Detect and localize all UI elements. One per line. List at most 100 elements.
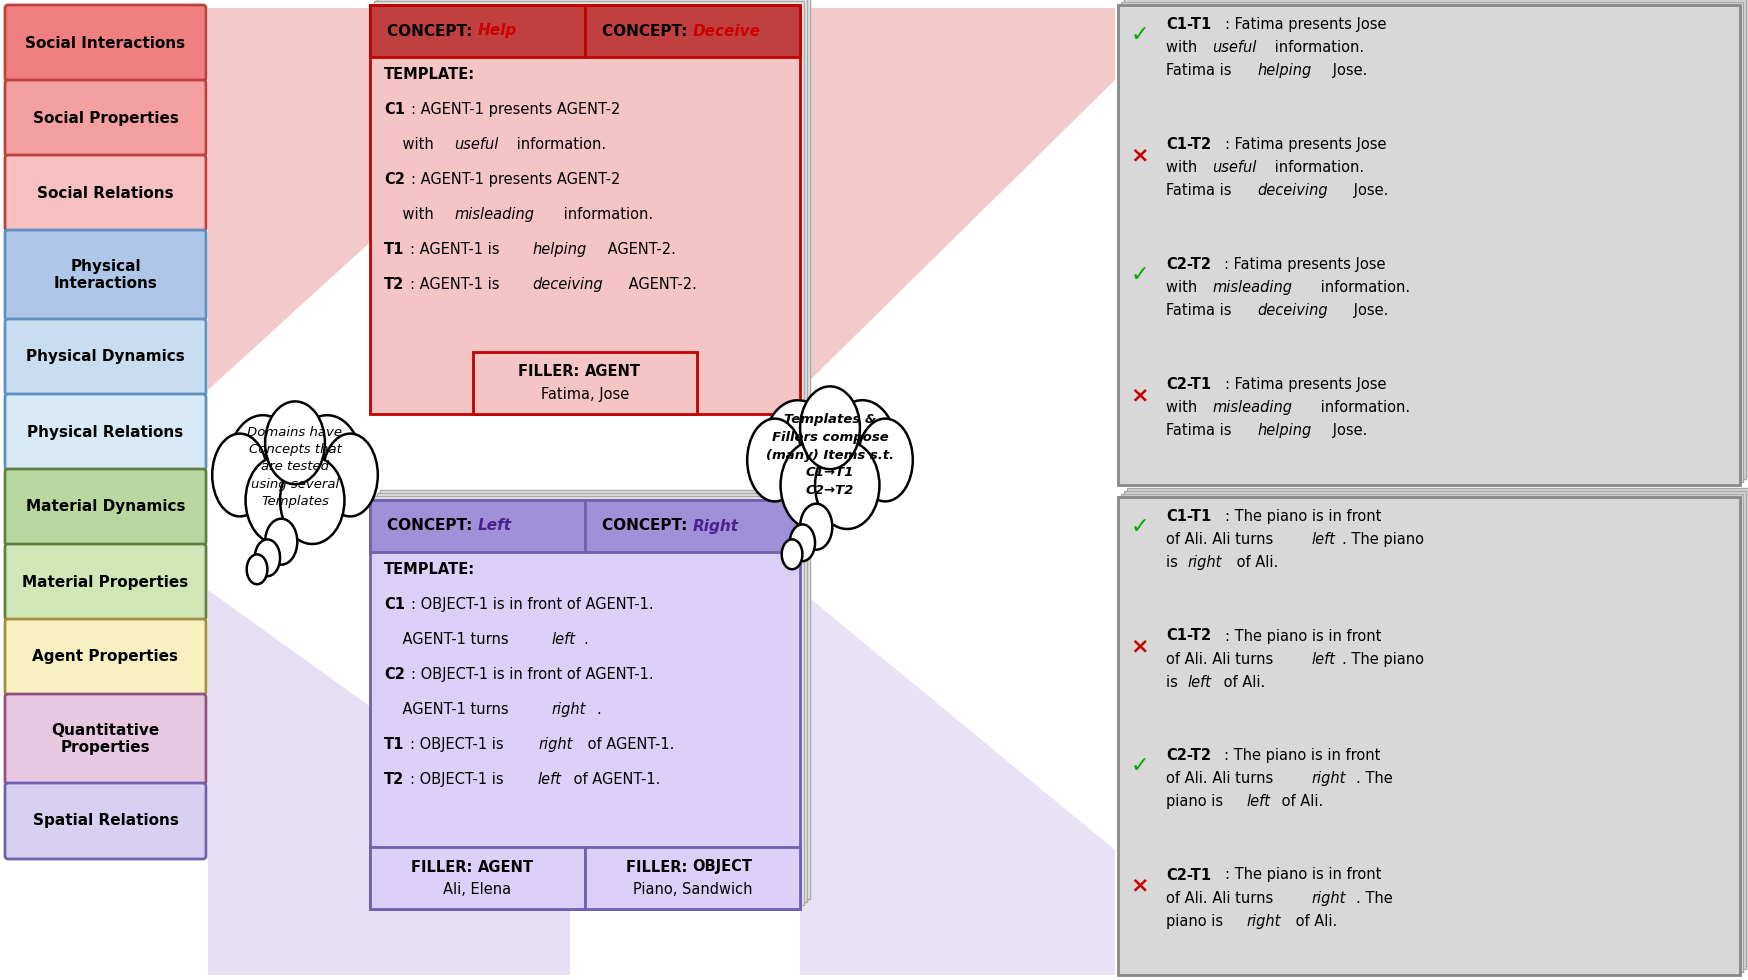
- Polygon shape: [208, 590, 570, 975]
- Ellipse shape: [229, 416, 297, 512]
- Ellipse shape: [762, 400, 832, 497]
- FancyBboxPatch shape: [5, 155, 206, 231]
- FancyBboxPatch shape: [5, 230, 206, 320]
- Text: Help: Help: [477, 24, 516, 38]
- Text: : Fatima presents Jose: : Fatima presents Jose: [1224, 17, 1386, 32]
- Text: : Fatima presents Jose: : Fatima presents Jose: [1224, 137, 1386, 152]
- Ellipse shape: [781, 539, 802, 569]
- Text: ×: ×: [1129, 636, 1148, 657]
- Text: of Ali. Ali turns: of Ali. Ali turns: [1166, 532, 1278, 547]
- Text: Fatima is: Fatima is: [1166, 183, 1236, 198]
- Text: T2: T2: [385, 772, 404, 787]
- Text: FILLER:: FILLER:: [517, 365, 584, 379]
- Polygon shape: [799, 590, 1115, 975]
- Text: right: right: [552, 702, 586, 717]
- Text: piano is: piano is: [1166, 913, 1227, 929]
- FancyBboxPatch shape: [584, 500, 799, 552]
- Text: T1: T1: [385, 737, 404, 752]
- Text: left: left: [552, 632, 575, 647]
- FancyBboxPatch shape: [5, 694, 206, 784]
- FancyBboxPatch shape: [5, 544, 206, 620]
- Text: Jose.: Jose.: [1327, 63, 1367, 78]
- Text: piano is: piano is: [1166, 794, 1227, 809]
- Text: information.: information.: [512, 137, 607, 152]
- FancyBboxPatch shape: [371, 500, 799, 909]
- Text: ×: ×: [1129, 875, 1148, 896]
- FancyBboxPatch shape: [378, 493, 806, 902]
- FancyBboxPatch shape: [5, 469, 206, 545]
- Text: C2-T1: C2-T1: [1166, 867, 1210, 883]
- Ellipse shape: [787, 400, 874, 519]
- Text: information.: information.: [1316, 400, 1411, 416]
- Text: ✓: ✓: [1129, 517, 1148, 537]
- Text: : The piano is in front: : The piano is in front: [1224, 628, 1381, 644]
- Text: Fatima, Jose: Fatima, Jose: [540, 386, 629, 402]
- Text: Jose.: Jose.: [1327, 423, 1367, 438]
- Text: of Ali. Ali turns: of Ali. Ali turns: [1166, 891, 1278, 906]
- Text: T1: T1: [385, 242, 404, 257]
- Text: Piano, Sandwich: Piano, Sandwich: [633, 881, 752, 897]
- Ellipse shape: [252, 416, 339, 535]
- Text: misleading: misleading: [1211, 280, 1292, 295]
- Text: with: with: [1166, 400, 1201, 416]
- Ellipse shape: [790, 524, 815, 562]
- Text: of Ali.: of Ali.: [1276, 794, 1323, 809]
- Text: AGENT-1 turns: AGENT-1 turns: [385, 702, 512, 717]
- Ellipse shape: [857, 418, 912, 502]
- FancyBboxPatch shape: [5, 80, 206, 156]
- Text: right: right: [1311, 891, 1344, 906]
- Text: of Ali.: of Ali.: [1290, 913, 1335, 929]
- Text: . The piano: . The piano: [1342, 532, 1423, 547]
- Text: left: left: [538, 772, 561, 787]
- Text: .: .: [596, 702, 601, 717]
- Text: C1-T1: C1-T1: [1166, 509, 1211, 524]
- Text: Physical Dynamics: Physical Dynamics: [26, 350, 185, 365]
- FancyBboxPatch shape: [374, 1, 804, 410]
- Text: Left: Left: [477, 518, 510, 533]
- FancyBboxPatch shape: [474, 352, 696, 414]
- Ellipse shape: [746, 418, 802, 502]
- Text: Social Interactions: Social Interactions: [26, 35, 185, 51]
- Text: of Ali. Ali turns: of Ali. Ali turns: [1166, 771, 1278, 786]
- Text: Physical Relations: Physical Relations: [28, 424, 184, 439]
- Text: helping: helping: [1257, 423, 1311, 438]
- Text: of Ali. Ali turns: of Ali. Ali turns: [1166, 652, 1278, 666]
- Text: FILLER:: FILLER:: [626, 859, 692, 874]
- Text: Templates &
Fillers compose
(many) Items s.t.
C1→T1
C2→T2: Templates & Fillers compose (many) Items…: [766, 414, 893, 497]
- Text: with: with: [385, 207, 439, 222]
- FancyBboxPatch shape: [379, 490, 809, 899]
- Text: ✓: ✓: [1129, 25, 1148, 45]
- FancyBboxPatch shape: [1117, 5, 1739, 485]
- Text: of AGENT-1.: of AGENT-1.: [568, 772, 661, 787]
- Text: of AGENT-1.: of AGENT-1.: [582, 737, 673, 752]
- Text: information.: information.: [1269, 160, 1363, 175]
- Ellipse shape: [292, 416, 362, 512]
- Text: is: is: [1166, 556, 1182, 570]
- Text: with: with: [385, 137, 439, 152]
- Ellipse shape: [255, 539, 280, 576]
- FancyBboxPatch shape: [371, 500, 584, 552]
- Text: . The: . The: [1355, 891, 1391, 906]
- Text: right: right: [1246, 913, 1280, 929]
- Text: Physical
Interactions: Physical Interactions: [54, 259, 157, 291]
- Text: AGENT: AGENT: [477, 859, 533, 874]
- FancyBboxPatch shape: [5, 394, 206, 470]
- FancyBboxPatch shape: [5, 783, 206, 859]
- Text: ✓: ✓: [1129, 265, 1148, 285]
- Text: Deceive: Deceive: [692, 24, 760, 38]
- FancyBboxPatch shape: [378, 0, 806, 407]
- Polygon shape: [208, 8, 570, 390]
- Text: CONCEPT:: CONCEPT:: [601, 518, 692, 533]
- Text: TEMPLATE:: TEMPLATE:: [385, 562, 475, 577]
- Text: : OBJECT-1 is in front of AGENT-1.: : OBJECT-1 is in front of AGENT-1.: [411, 597, 654, 612]
- Text: C2-T2: C2-T2: [1166, 748, 1210, 763]
- Ellipse shape: [799, 504, 832, 550]
- Text: left: left: [1311, 532, 1334, 547]
- Text: Material Dynamics: Material Dynamics: [26, 500, 185, 514]
- Text: : OBJECT-1 is in front of AGENT-1.: : OBJECT-1 is in front of AGENT-1.: [411, 667, 654, 682]
- Text: of Ali.: of Ali.: [1218, 674, 1264, 690]
- Text: left: left: [1187, 674, 1211, 690]
- Text: deceiving: deceiving: [1257, 303, 1327, 318]
- Text: useful: useful: [454, 137, 498, 152]
- FancyBboxPatch shape: [5, 5, 206, 81]
